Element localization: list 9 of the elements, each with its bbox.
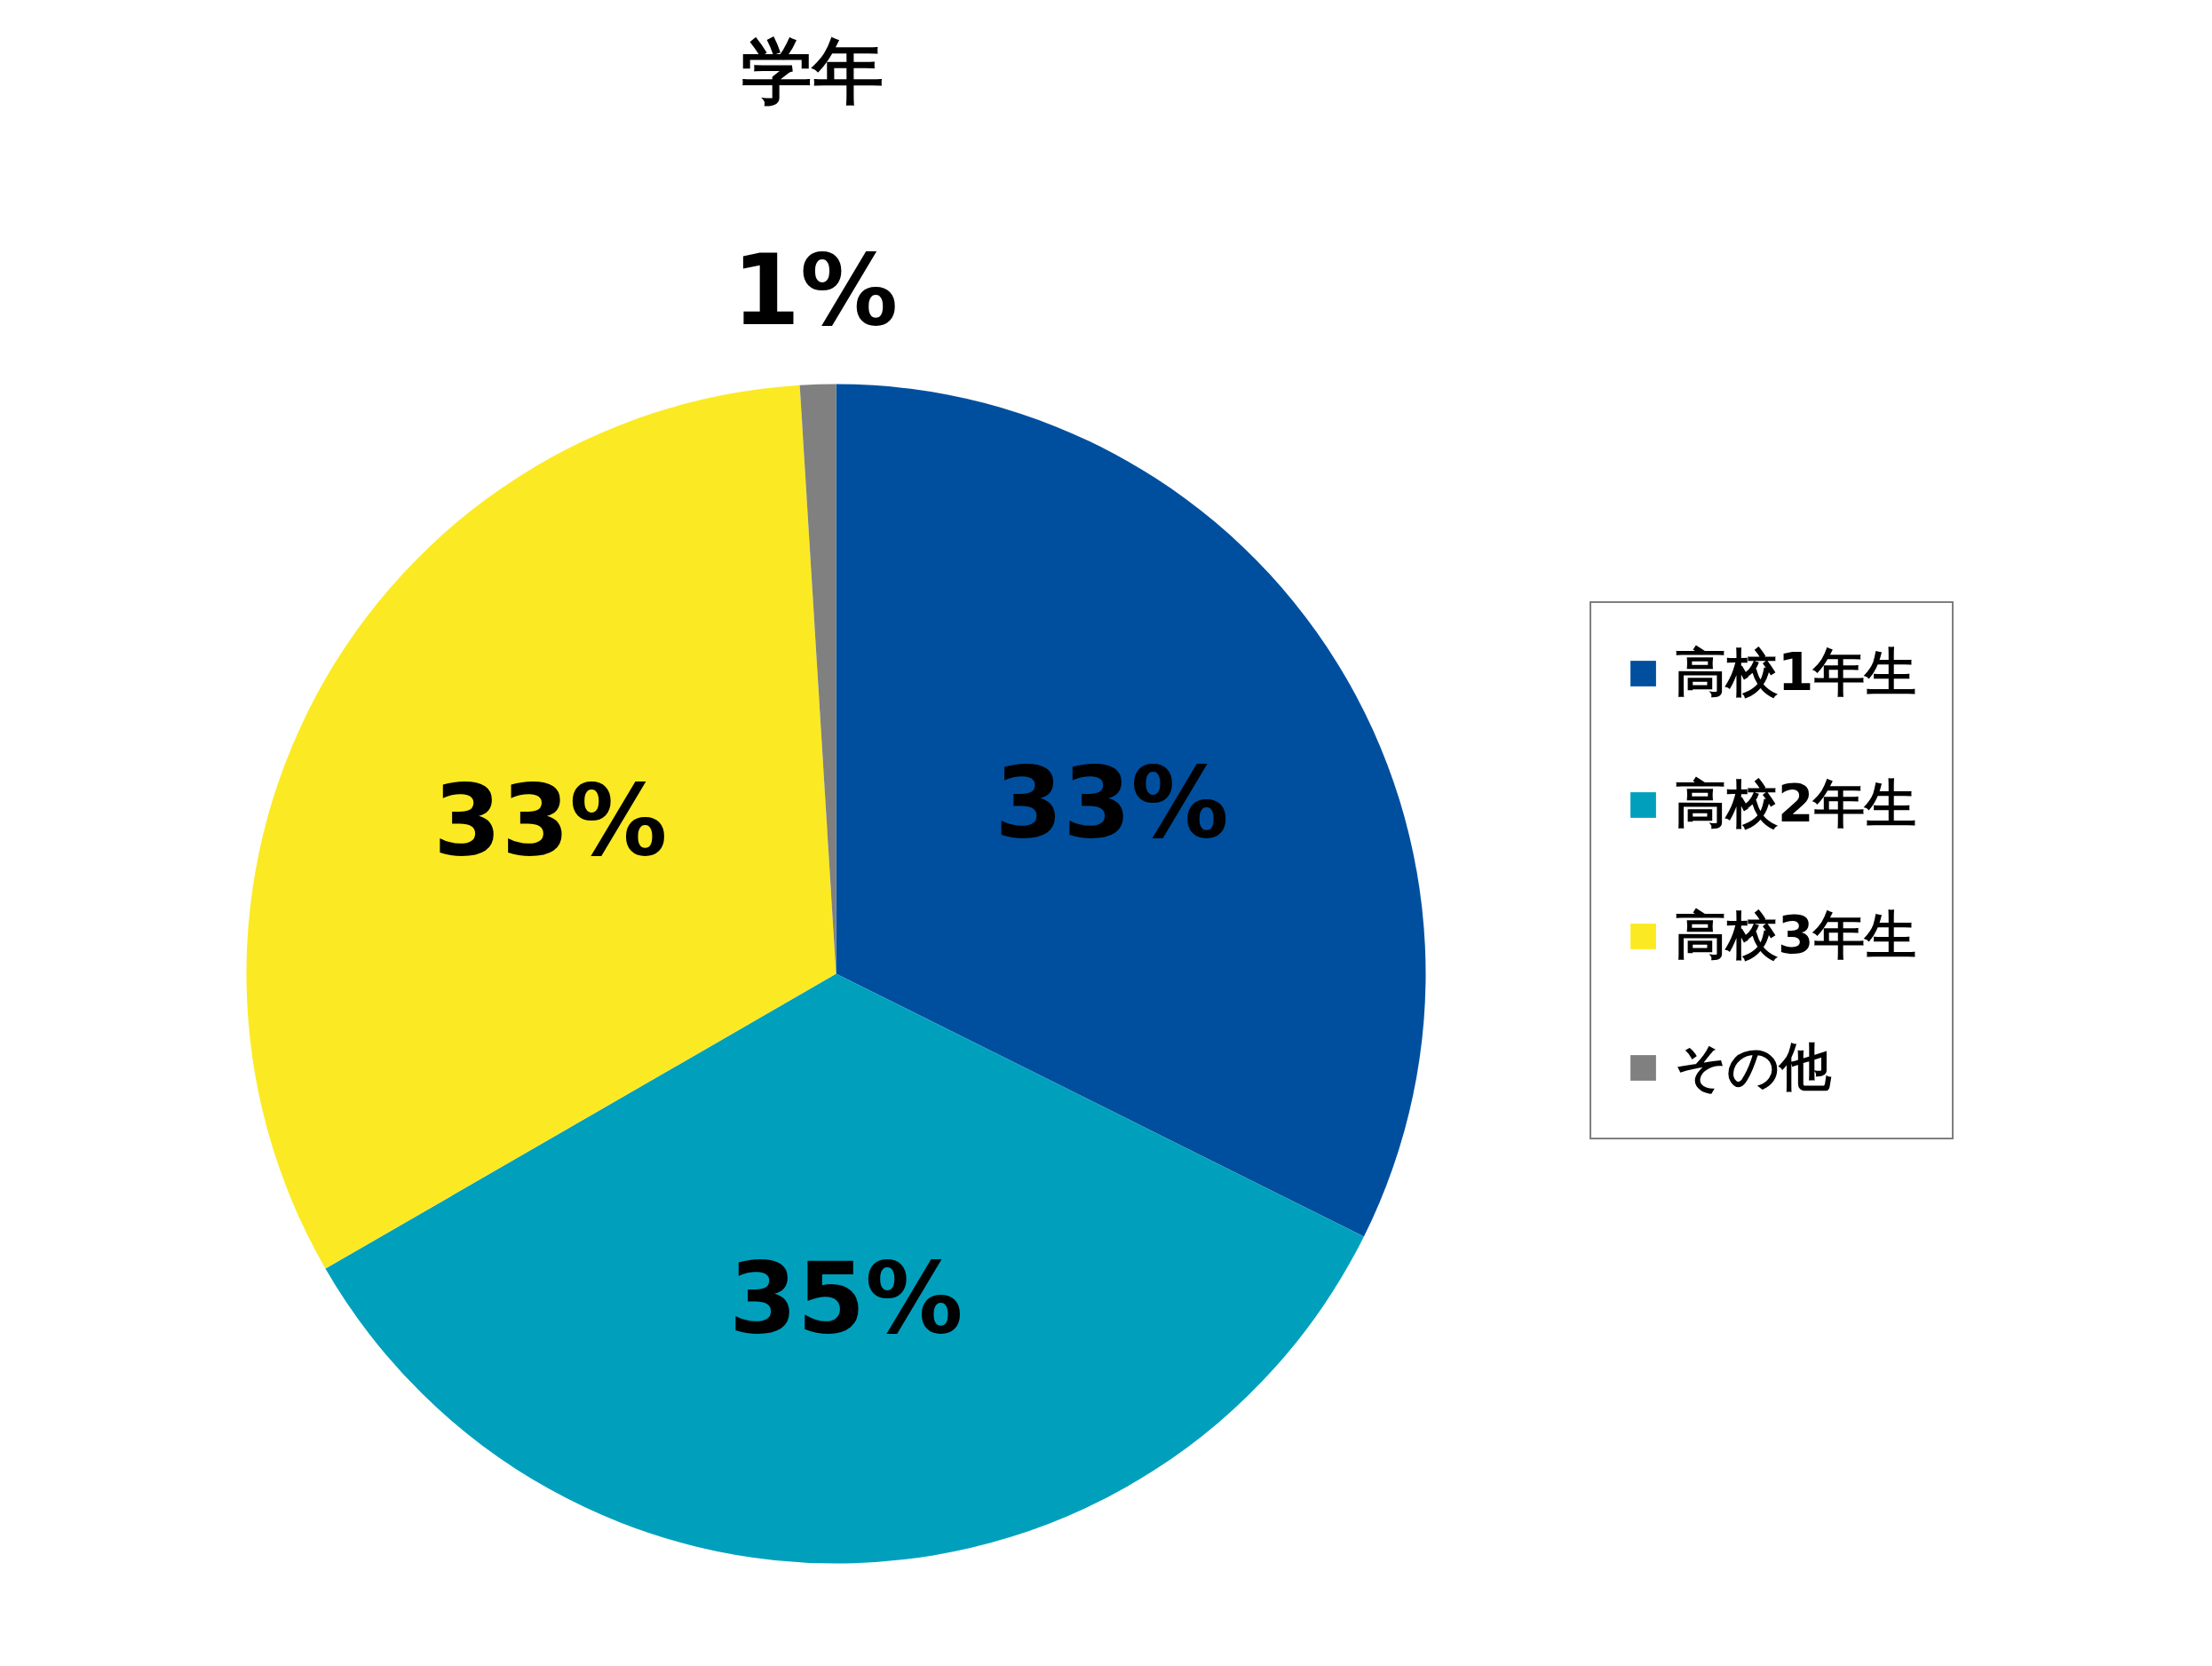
legend-label: 高校3年生 — [1675, 904, 1917, 967]
data-label: 33% — [433, 763, 668, 877]
data-label: 35% — [729, 1241, 963, 1355]
legend-label: 高校1年生 — [1675, 641, 1917, 704]
legend-label: 高校2年生 — [1675, 773, 1917, 836]
data-label: 33% — [995, 746, 1229, 861]
legend-label: その他 — [1675, 1035, 1831, 1099]
data-label: 1% — [732, 233, 899, 347]
chart-title: 学年 — [741, 30, 884, 114]
